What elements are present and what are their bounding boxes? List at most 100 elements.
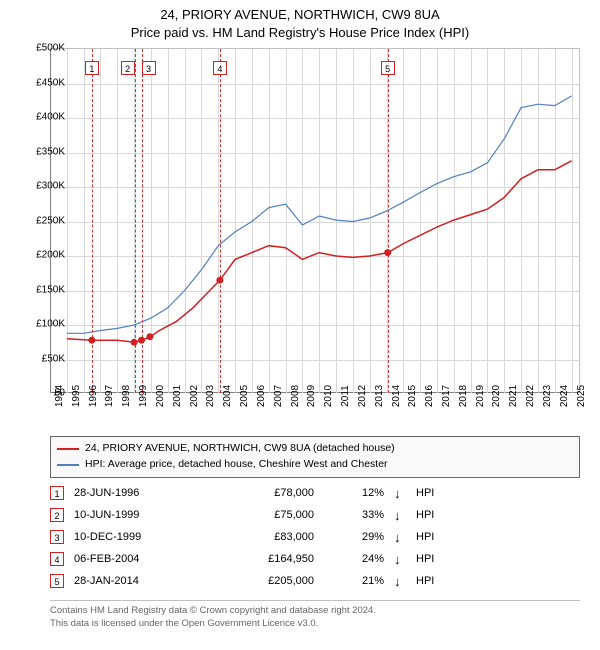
y-tick-label: £250K	[36, 215, 65, 226]
row-hpi-label: HPI	[416, 531, 446, 543]
price-marker	[384, 249, 391, 256]
x-tick-label: 2011	[340, 385, 351, 407]
y-tick-label: £450K	[36, 77, 65, 88]
row-badge: 1	[50, 486, 64, 500]
x-tick-label: 2002	[189, 385, 200, 407]
x-tick-label: 2016	[424, 385, 435, 407]
x-tick-label: 1995	[71, 385, 82, 407]
y-tick-label: £200K	[36, 250, 65, 261]
price-marker	[146, 333, 153, 340]
plot-region: 12345	[50, 48, 580, 393]
chart-container: 24, PRIORY AVENUE, NORTHWICH, CW9 8UA Pr…	[0, 0, 600, 650]
x-tick-label: 2003	[205, 385, 216, 407]
title-address: 24, PRIORY AVENUE, NORTHWICH, CW9 8UA	[0, 6, 600, 24]
x-tick-label: 2000	[155, 385, 166, 407]
event-badge: 4	[213, 61, 227, 75]
x-tick-label: 2005	[239, 385, 250, 407]
footer-licence: This data is licensed under the Open Gov…	[50, 618, 580, 631]
row-badge: 5	[50, 574, 64, 588]
row-pct: 21%	[324, 575, 384, 587]
event-badge: 3	[142, 61, 156, 75]
row-price: £83,000	[214, 531, 314, 543]
row-pct: 24%	[324, 553, 384, 565]
table-row: 1 28-JUN-1996 £78,000 12% ↓ HPI	[50, 482, 580, 504]
title-block: 24, PRIORY AVENUE, NORTHWICH, CW9 8UA Pr…	[0, 0, 600, 46]
row-pct: 33%	[324, 509, 384, 521]
y-tick-label: £350K	[36, 146, 65, 157]
row-hpi-label: HPI	[416, 509, 446, 521]
price-marker	[131, 339, 138, 346]
title-subtitle: Price paid vs. HM Land Registry's House …	[0, 24, 600, 42]
x-tick-label: 2012	[357, 385, 368, 407]
arrow-down-icon: ↓	[394, 508, 406, 523]
line-property	[67, 161, 572, 342]
x-tick-label: 2025	[576, 385, 587, 407]
row-hpi-label: HPI	[416, 487, 446, 499]
row-badge: 3	[50, 530, 64, 544]
line-hpi	[67, 96, 572, 333]
x-tick-label: 1997	[104, 385, 115, 407]
table-row: 528-JAN-2014£205,00021%↓HPI	[50, 570, 580, 592]
row-badge: 2	[50, 508, 64, 522]
y-tick-label: £50K	[42, 353, 65, 364]
row-price: £78,000	[214, 487, 314, 499]
x-tick-label: 2021	[508, 385, 519, 407]
x-tick-label: 2014	[391, 385, 402, 407]
legend-label-hpi: HPI: Average price, detached house, Ches…	[85, 457, 388, 473]
legend: 24, PRIORY AVENUE, NORTHWICH, CW9 8UA (d…	[50, 436, 580, 478]
x-tick-label: 2007	[273, 385, 284, 407]
x-tick-label: 2006	[256, 385, 267, 407]
y-tick-label: £300K	[36, 181, 65, 192]
line-series-svg	[50, 49, 579, 393]
legend-label-property: 24, PRIORY AVENUE, NORTHWICH, CW9 8UA (d…	[85, 441, 395, 457]
price-marker	[216, 277, 223, 284]
x-tick-label: 2010	[323, 385, 334, 407]
legend-swatch-hpi	[57, 464, 79, 466]
legend-swatch-property	[57, 448, 79, 450]
footer-copyright: Contains HM Land Registry data © Crown c…	[50, 605, 580, 618]
row-badge: 4	[50, 552, 64, 566]
x-tick-label: 1996	[88, 385, 99, 407]
y-tick-label: £150K	[36, 284, 65, 295]
legend-row-hpi: HPI: Average price, detached house, Ches…	[57, 457, 573, 473]
x-tick-label: 1998	[121, 385, 132, 407]
table-row: 210-JUN-1999£75,00033%↓HPI	[50, 504, 580, 526]
x-tick-label: 2019	[475, 385, 486, 407]
x-tick-label: 2013	[374, 385, 385, 407]
row-price: £205,000	[214, 575, 314, 587]
row-date: 28-JUN-1996	[74, 487, 204, 499]
row-price: £164,950	[214, 553, 314, 565]
table-row: 4 06-FEB-2004 £164,950 24% ↓ HPI	[50, 548, 580, 570]
row-date: 10-DEC-1999	[74, 531, 204, 543]
x-tick-label: 2004	[222, 385, 233, 407]
row-date: 10-JUN-1999	[74, 509, 204, 521]
row-pct: 29%	[324, 531, 384, 543]
x-tick-label: 1999	[138, 385, 149, 407]
event-badge: 5	[381, 61, 395, 75]
x-tick-label: 2009	[306, 385, 317, 407]
x-tick-label: 2001	[172, 385, 183, 407]
price-marker	[88, 337, 95, 344]
row-hpi-label: HPI	[416, 553, 446, 565]
chart-area: 12345	[50, 48, 580, 393]
event-badge: 2	[121, 61, 135, 75]
x-tick-label: 2024	[559, 385, 570, 407]
arrow-down-icon: ↓	[394, 552, 406, 567]
y-tick-label: £500K	[36, 43, 65, 54]
x-tick-label: 2015	[407, 385, 418, 407]
price-marker	[138, 337, 145, 344]
table-row: 3 10-DEC-1999 £83,000 29% ↓ HPI	[50, 526, 580, 548]
x-tick-label: 1994	[54, 385, 65, 407]
x-tick-label: 2008	[290, 385, 301, 407]
row-pct: 12%	[324, 487, 384, 499]
event-badge: 1	[85, 61, 99, 75]
row-date: 06-FEB-2004	[74, 553, 204, 565]
footer: Contains HM Land Registry data © Crown c…	[50, 600, 580, 631]
x-tick-label: 2018	[458, 385, 469, 407]
arrow-down-icon: ↓	[394, 486, 406, 501]
row-hpi-label: HPI	[416, 575, 446, 587]
y-tick-label: £100K	[36, 319, 65, 330]
x-tick-label: 2017	[441, 385, 452, 407]
arrow-down-icon: ↓	[394, 530, 406, 545]
legend-row-property: 24, PRIORY AVENUE, NORTHWICH, CW9 8UA (d…	[57, 441, 573, 457]
